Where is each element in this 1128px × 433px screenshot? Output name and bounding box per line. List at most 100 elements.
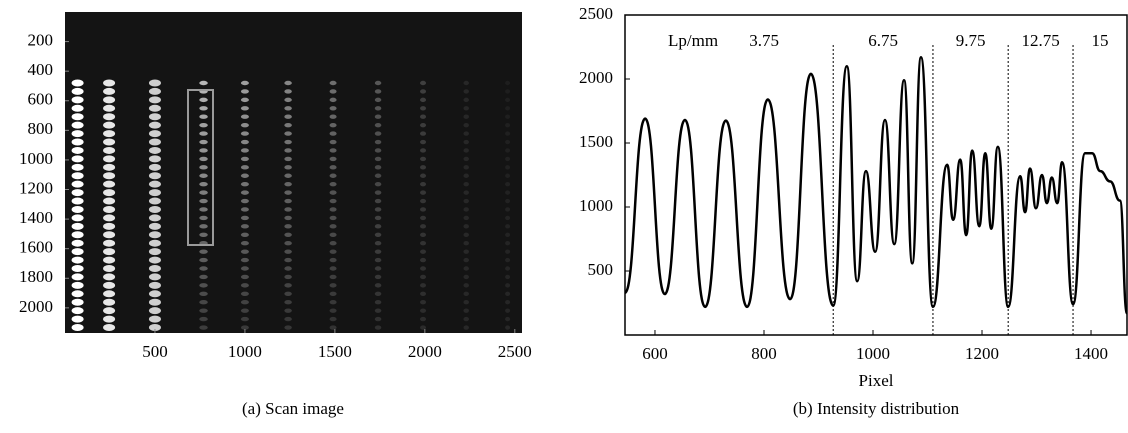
spot: [463, 257, 469, 263]
spot: [284, 207, 292, 212]
spot: [463, 97, 469, 103]
spot: [374, 97, 382, 103]
spot: [374, 106, 382, 111]
spot: [374, 207, 382, 212]
spot: [199, 249, 208, 254]
spot: [329, 139, 337, 145]
spot: [374, 80, 382, 86]
y-tick-label: 1800: [19, 267, 53, 286]
spot: [148, 130, 161, 138]
spot: [505, 181, 511, 187]
spot: [199, 274, 208, 280]
spot: [148, 104, 161, 112]
spot: [240, 224, 249, 229]
unit-label: Lp/mm: [668, 31, 718, 50]
spot: [463, 181, 469, 187]
spot: [505, 325, 511, 330]
spot: [463, 224, 469, 229]
spot: [374, 165, 382, 170]
spot: [103, 180, 116, 188]
spot: [463, 131, 469, 136]
spot: [284, 156, 292, 162]
spot: [103, 231, 116, 239]
spot: [329, 173, 337, 178]
spot: [148, 155, 161, 163]
spot: [240, 291, 249, 296]
spot: [420, 198, 427, 204]
spot: [420, 106, 427, 111]
spot: [71, 79, 84, 87]
spot: [329, 198, 337, 204]
spots: [71, 79, 511, 332]
spot: [374, 181, 382, 187]
spot: [284, 131, 292, 136]
spot: [103, 222, 116, 230]
spot: [420, 291, 427, 296]
spot: [71, 180, 84, 188]
spot: [199, 122, 208, 128]
spot: [505, 257, 511, 263]
spot: [71, 113, 84, 121]
spot: [103, 265, 116, 273]
y-tick-label: 600: [28, 90, 54, 109]
spot: [103, 96, 116, 104]
spot: [199, 316, 208, 322]
spot: [284, 274, 292, 280]
spot: [420, 316, 427, 322]
spot: [103, 163, 116, 171]
spot: [505, 249, 511, 254]
spot: [463, 165, 469, 170]
spot: [284, 97, 292, 103]
spot: [240, 257, 249, 263]
spot: [463, 283, 469, 288]
spot: [103, 172, 116, 180]
spot: [240, 89, 249, 94]
spot: [505, 148, 511, 153]
spot: [505, 89, 511, 94]
spot: [284, 139, 292, 145]
spot: [505, 224, 511, 229]
spot: [71, 256, 84, 264]
spot: [284, 215, 292, 221]
y-tick-label: 1500: [579, 132, 613, 151]
spot: [148, 214, 161, 222]
spot: [240, 106, 249, 111]
spot: [240, 122, 249, 128]
spot: [103, 273, 116, 281]
spot: [148, 180, 161, 188]
spot: [329, 232, 337, 237]
spot: [329, 97, 337, 103]
spot: [284, 165, 292, 170]
spot: [463, 173, 469, 178]
spot: [284, 249, 292, 254]
spot: [240, 139, 249, 145]
spot: [284, 114, 292, 119]
spot: [374, 291, 382, 296]
spot: [329, 207, 337, 212]
spot: [199, 165, 208, 170]
spot: [71, 281, 84, 289]
x-tick-label: 1500: [318, 342, 352, 361]
spot: [148, 298, 161, 306]
spot: [71, 315, 84, 323]
x-tick-label: 500: [142, 342, 168, 361]
spot: [148, 146, 161, 154]
spot: [284, 300, 292, 305]
spot: [199, 224, 208, 229]
spot: [240, 316, 249, 322]
y-tick-label: 2000: [19, 297, 53, 316]
spot: [240, 266, 249, 271]
spot: [463, 215, 469, 221]
spot: [420, 215, 427, 221]
spot: [199, 198, 208, 204]
x-tick-label: 600: [642, 344, 668, 363]
spot: [420, 308, 427, 313]
y-tick-label: 1400: [19, 208, 53, 227]
spot: [505, 173, 511, 178]
spot: [420, 283, 427, 288]
spot: [420, 300, 427, 305]
y-tick-label: 400: [28, 60, 54, 79]
spot: [284, 291, 292, 296]
spot: [420, 207, 427, 212]
spot: [329, 114, 337, 119]
